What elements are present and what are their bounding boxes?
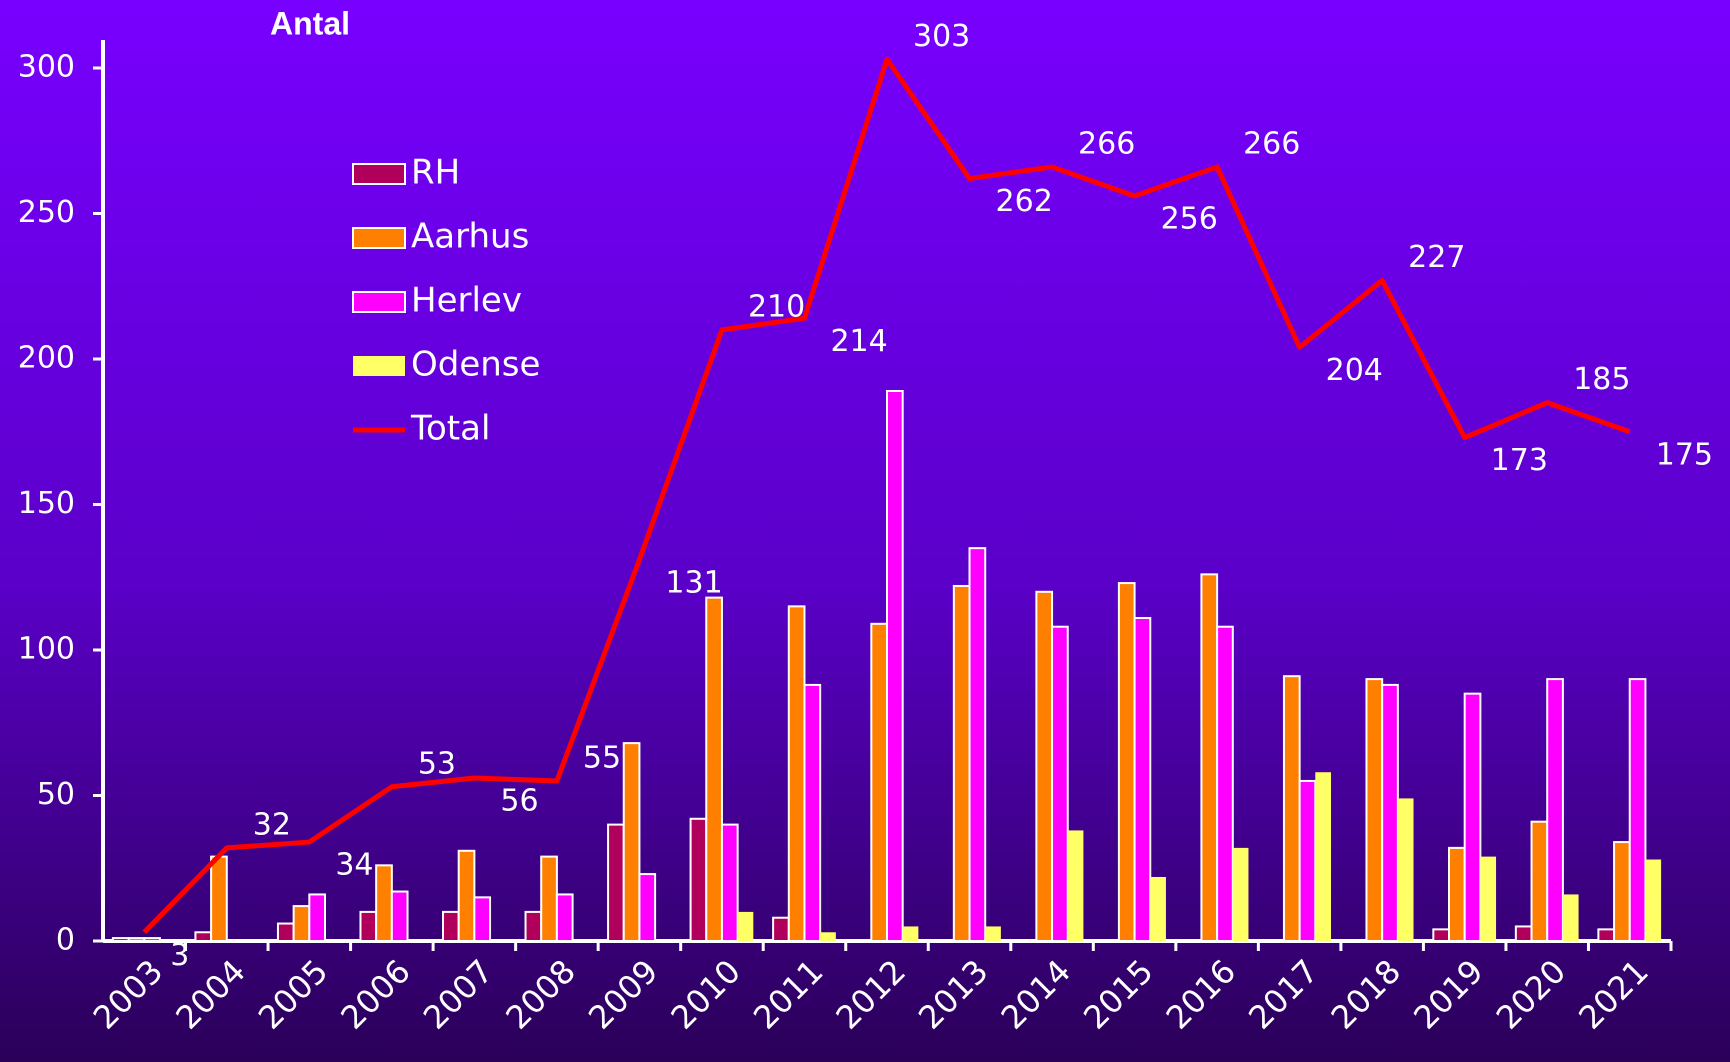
bar (624, 743, 640, 941)
legend-label: Odense (411, 345, 540, 385)
chart-title: Antal (270, 5, 350, 41)
bar (1516, 926, 1532, 941)
bar (706, 598, 722, 941)
data-label: 266 (1078, 126, 1135, 161)
bar (278, 924, 294, 941)
bar (691, 819, 707, 941)
data-label: 34 (335, 848, 373, 883)
data-label: 266 (1243, 126, 1300, 161)
bar (1563, 894, 1579, 941)
bar (1135, 618, 1151, 941)
chart: Antal 0501001502002503002003200420052006… (0, 0, 1730, 1062)
bar (309, 894, 325, 941)
bar (1645, 860, 1661, 941)
bar (557, 894, 573, 941)
bar (1315, 772, 1331, 941)
bar (1068, 830, 1084, 941)
bar (459, 851, 475, 941)
bar (639, 874, 655, 941)
bar (970, 548, 986, 941)
data-label: 55 (583, 740, 621, 775)
bar (1366, 679, 1382, 941)
data-label: 173 (1491, 443, 1548, 478)
bar (820, 932, 836, 941)
legend-swatch (353, 228, 405, 248)
data-label: 303 (913, 19, 970, 54)
legend-label: Total (410, 409, 490, 449)
data-label: 210 (748, 289, 805, 324)
bar (804, 685, 820, 941)
bar (608, 825, 624, 941)
bar (1119, 583, 1135, 941)
bar (392, 892, 408, 941)
bar (474, 897, 490, 941)
y-tick-label: 300 (18, 50, 75, 85)
bar (722, 825, 738, 941)
bar (789, 606, 805, 941)
bar (871, 624, 887, 941)
bar (1630, 679, 1646, 941)
data-label: 204 (1326, 353, 1383, 388)
bar (1449, 848, 1465, 941)
bar (129, 938, 145, 941)
bar (1233, 848, 1249, 941)
bar (113, 938, 129, 941)
bar (1201, 574, 1217, 941)
y-tick-label: 150 (18, 486, 75, 521)
bar (1382, 685, 1398, 941)
bar (1398, 798, 1414, 941)
data-label: 227 (1408, 240, 1465, 275)
bar (1614, 842, 1630, 941)
legend-swatch (353, 292, 405, 312)
bar (144, 938, 160, 941)
data-label: 53 (418, 746, 456, 781)
bar (1532, 822, 1548, 941)
bar (1480, 857, 1496, 941)
y-tick-label: 50 (37, 777, 75, 812)
bar (1150, 877, 1166, 941)
data-label: 175 (1656, 437, 1713, 472)
bar (195, 932, 211, 941)
bar (294, 906, 310, 941)
data-label: 262 (996, 184, 1053, 219)
data-label: 185 (1573, 362, 1630, 397)
bar (211, 857, 227, 941)
bar (903, 926, 919, 941)
bar (1284, 676, 1300, 941)
legend-label: RH (411, 153, 460, 193)
y-tick-label: 200 (18, 341, 75, 376)
legend-label: Aarhus (411, 217, 529, 257)
bar (443, 912, 459, 941)
bar (1547, 679, 1563, 941)
data-label: 131 (665, 565, 722, 600)
bar (1465, 694, 1481, 941)
bar (985, 926, 1001, 941)
bar (1217, 627, 1233, 941)
bar (954, 586, 970, 941)
bar (1433, 929, 1449, 941)
y-tick-label: 0 (56, 923, 75, 958)
data-label: 32 (253, 807, 291, 842)
data-label: 3 (170, 938, 189, 973)
bar (773, 918, 789, 941)
legend-swatch (353, 164, 405, 184)
bar (738, 912, 754, 941)
bar (360, 912, 376, 941)
data-label: 56 (500, 784, 538, 819)
legend-swatch (353, 356, 405, 376)
bar (1052, 627, 1068, 941)
bar (526, 912, 542, 941)
legend-label: Herlev (411, 281, 522, 321)
y-tick-label: 250 (18, 195, 75, 230)
bar (887, 391, 903, 941)
data-label: 214 (830, 324, 887, 359)
bar (1598, 929, 1614, 941)
bar (376, 865, 392, 941)
bar (1300, 781, 1316, 941)
bar (1036, 592, 1052, 941)
bar (541, 857, 557, 941)
data-label: 256 (1161, 202, 1218, 237)
y-tick-label: 100 (18, 632, 75, 667)
